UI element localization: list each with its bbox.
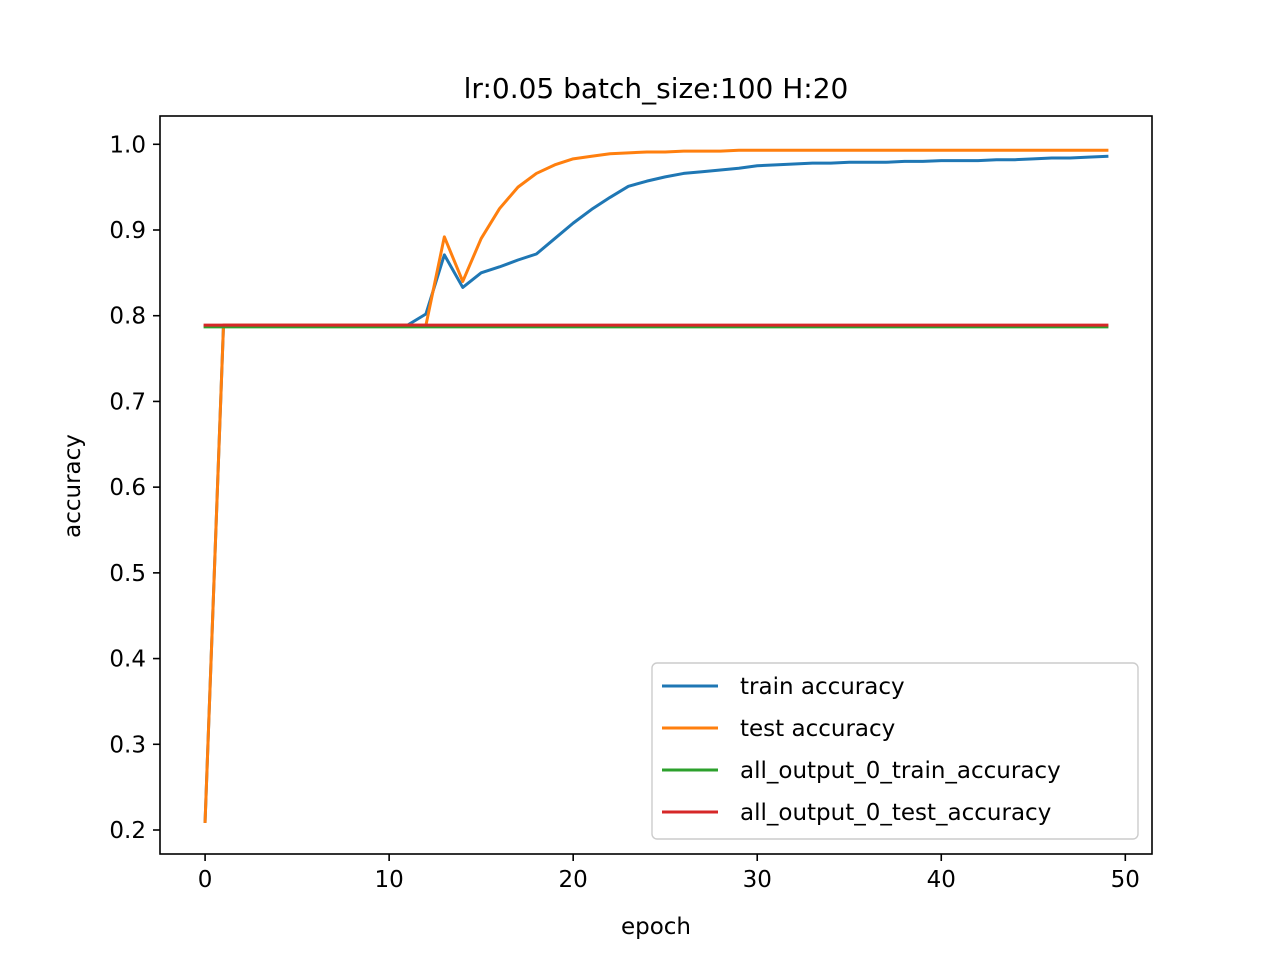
- x-tick-label: 40: [927, 867, 956, 893]
- x-tick-label: 50: [1111, 867, 1140, 893]
- legend-label-4: all_output_0_test_accuracy: [740, 800, 1051, 826]
- y-tick-label: 0.2: [109, 818, 146, 844]
- y-axis-label: accuracy: [60, 434, 86, 538]
- x-tick-label: 0: [198, 867, 213, 893]
- chart-title: lr:0.05 batch_size:100 H:20: [464, 72, 849, 105]
- y-tick-label: 0.4: [109, 647, 146, 673]
- plot-frame: [159, 115, 1153, 855]
- y-tick-label: 0.5: [109, 561, 146, 587]
- y-tick-label: 0.6: [109, 475, 146, 501]
- legend-box: [651, 662, 1139, 840]
- y-tick-label: 0.3: [109, 732, 146, 758]
- y-axis: 0.2 0.3 0.4 0.5 0.6 0.7 0.8 0.9 1.0: [109, 132, 160, 844]
- legend-label-3: all_output_0_train_accuracy: [740, 758, 1061, 784]
- y-tick-label: 0.8: [109, 304, 146, 330]
- legend-label-2: test accuracy: [740, 716, 895, 742]
- legend: train accuracy test accuracy all_output_0_…: [651, 662, 1139, 840]
- y-tick-label: 0.7: [109, 389, 146, 415]
- y-tick-label: 1.0: [109, 132, 146, 158]
- y-tick-label: 0.9: [109, 218, 146, 244]
- x-axis: 0 10 20 30 40 50: [198, 854, 1140, 893]
- legend-label-1: train accuracy: [740, 674, 905, 700]
- plot-lines: [203, 148, 1109, 823]
- x-axis-label: epoch: [621, 914, 691, 940]
- x-tick-label: 10: [374, 867, 403, 893]
- x-tick-label: 30: [743, 867, 772, 893]
- x-tick-label: 20: [559, 867, 588, 893]
